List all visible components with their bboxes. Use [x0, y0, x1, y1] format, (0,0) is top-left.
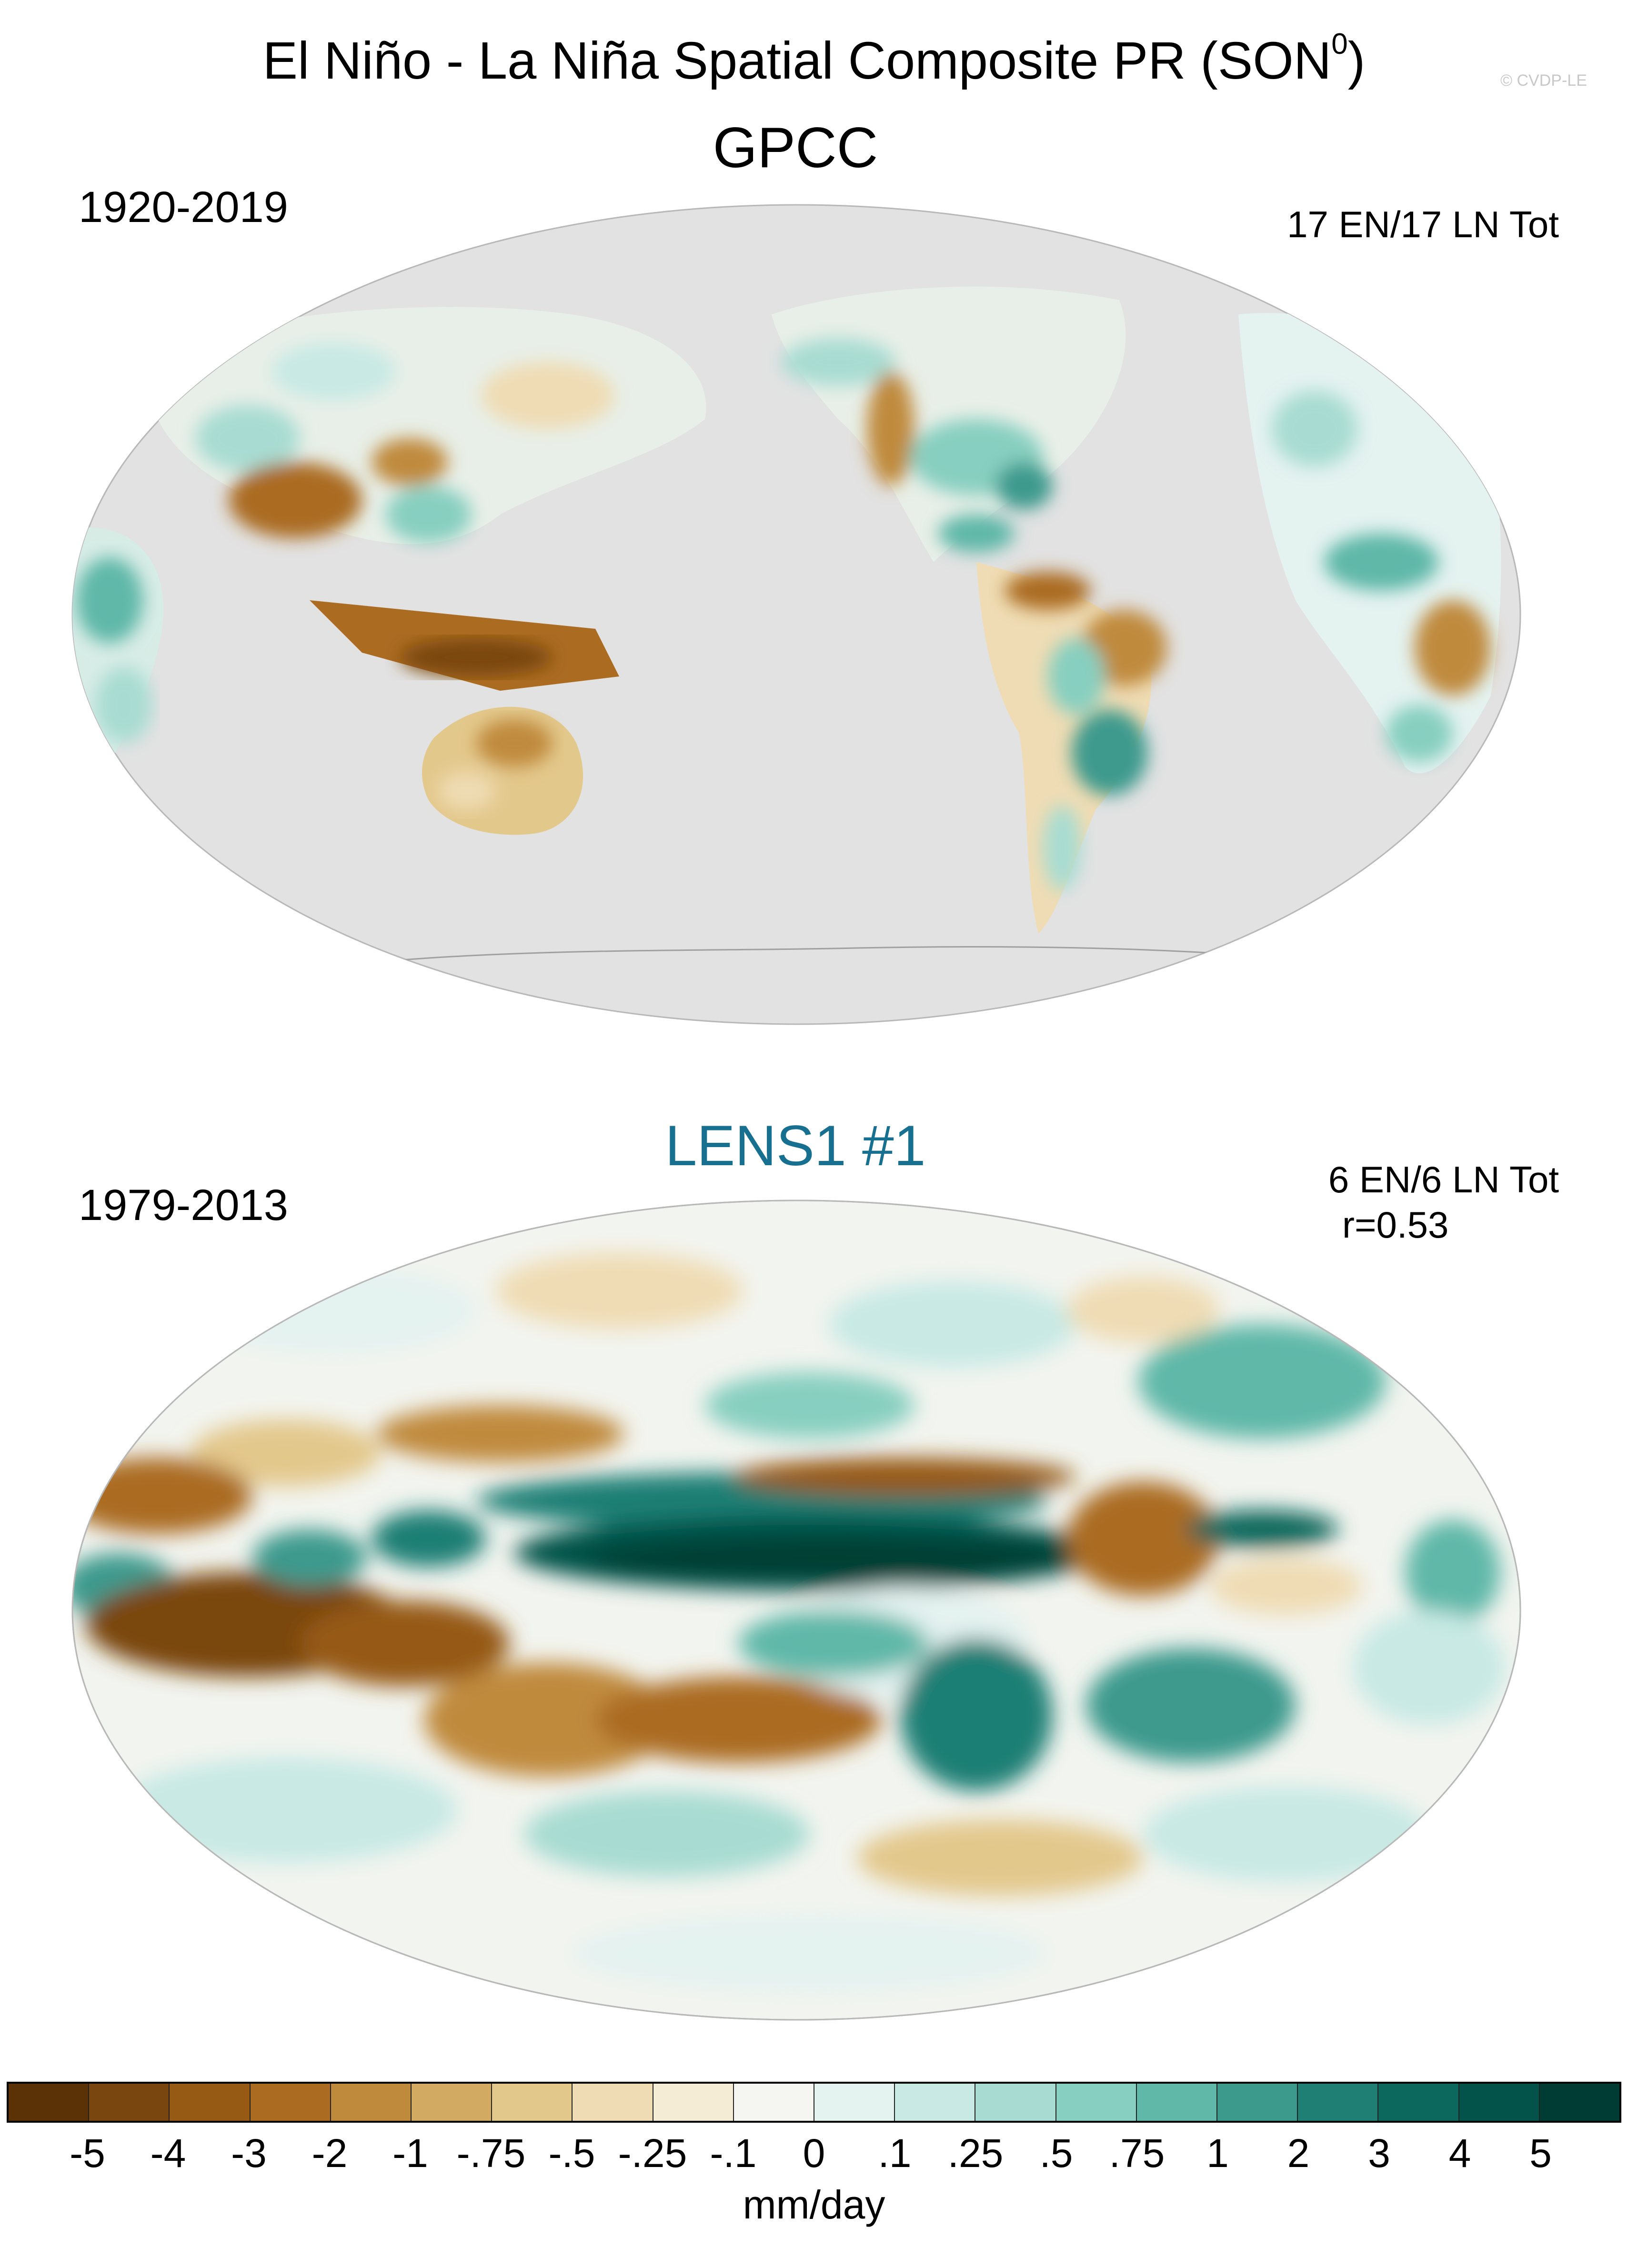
colorbar-tick-label: .75	[1109, 2131, 1165, 2176]
panel-2-events: 6 EN/6 LN Tot	[1328, 1159, 1559, 1200]
colorbar-tick-label: 2	[1287, 2131, 1310, 2176]
panel-1-period: 1920-2019	[79, 183, 288, 232]
colorbar-cell	[573, 2084, 653, 2121]
colorbar-tick-label: -.5	[548, 2131, 595, 2176]
colorbar-cell	[1378, 2084, 1459, 2121]
panel-2-anomalies	[72, 1253, 1505, 1991]
colorbar-cell	[814, 2084, 895, 2121]
panel-2-correlation: r=0.53	[1342, 1204, 1449, 1246]
figure-title-suffix: )	[1347, 31, 1366, 90]
colorbar-tick-label: 1	[1206, 2131, 1229, 2176]
colorbar-cell	[734, 2084, 815, 2121]
colorbar-cell	[975, 2084, 1056, 2121]
colorbar-tick-label: -3	[231, 2131, 267, 2176]
colorbar-cell	[1298, 2084, 1379, 2121]
colorbar-cell	[895, 2084, 976, 2121]
colorbar-labels: -5 -4 -3 -2 -1 -.75 -.5 -.25 -.1 0 .1 .25 .5 .75 1 2 3 4 5	[0, 2129, 1628, 2177]
colorbar-tick-label: 5	[1529, 2131, 1552, 2176]
colorbar-cell	[412, 2084, 492, 2121]
colorbar-cell	[331, 2084, 412, 2121]
colorbar-tick-label: -.1	[710, 2131, 757, 2176]
colorbar-cell	[170, 2084, 251, 2121]
colorbar-tick-label: .25	[947, 2131, 1004, 2176]
colorbar-tick-label: 4	[1448, 2131, 1471, 2176]
panel-1-land-anomalies	[72, 286, 1501, 992]
colorbar-tick-label: -4	[150, 2131, 186, 2176]
colorbar-cell	[1217, 2084, 1298, 2121]
panel-2-title: LENS1 #1	[665, 1114, 926, 1178]
colorbar-tick-label: -1	[392, 2131, 428, 2176]
colorbar-cell	[653, 2084, 734, 2121]
colorbar-cell	[9, 2084, 90, 2121]
credit-label: © CVDP-LE	[1500, 71, 1587, 90]
colorbar-tick-label: 3	[1368, 2131, 1390, 2176]
colorbar-cell	[1539, 2084, 1620, 2121]
panel-2-period: 1979-2013	[79, 1181, 288, 1230]
panel-1-events: 17 EN/17 LN Tot	[1287, 203, 1559, 245]
colorbar-tick-label: -2	[312, 2131, 348, 2176]
panel-1-title: GPCC	[713, 116, 878, 180]
colorbar-tick-label: 0	[803, 2131, 825, 2176]
colorbar-cell	[89, 2084, 170, 2121]
panel-2-map	[71, 1200, 1521, 2021]
colorbar-cell	[1056, 2084, 1137, 2121]
colorbar-tick-label: -.25	[618, 2131, 687, 2176]
figure-title-text: El Niño - La Niña Spatial Composite PR (…	[262, 31, 1332, 90]
colorbar-cell	[492, 2084, 573, 2121]
colorbar-tick-label: .5	[1039, 2131, 1073, 2176]
colorbar-tick-label: -5	[70, 2131, 105, 2176]
colorbar-cell	[1459, 2084, 1540, 2121]
colorbar	[7, 2082, 1621, 2123]
panel-2-globe-outline	[71, 1200, 1521, 2021]
colorbar-tick-label: .1	[878, 2131, 912, 2176]
colorbar-cell	[250, 2084, 331, 2121]
colorbar-tick-label: -.75	[456, 2131, 526, 2176]
panel-1-map	[71, 204, 1521, 1025]
colorbar-unit: mm/day	[743, 2182, 885, 2227]
figure-title-superscript: 0	[1331, 28, 1348, 60]
colorbar-cell	[1136, 2084, 1218, 2121]
figure-title: El Niño - La Niña Spatial Composite PR (…	[0, 13, 1628, 92]
